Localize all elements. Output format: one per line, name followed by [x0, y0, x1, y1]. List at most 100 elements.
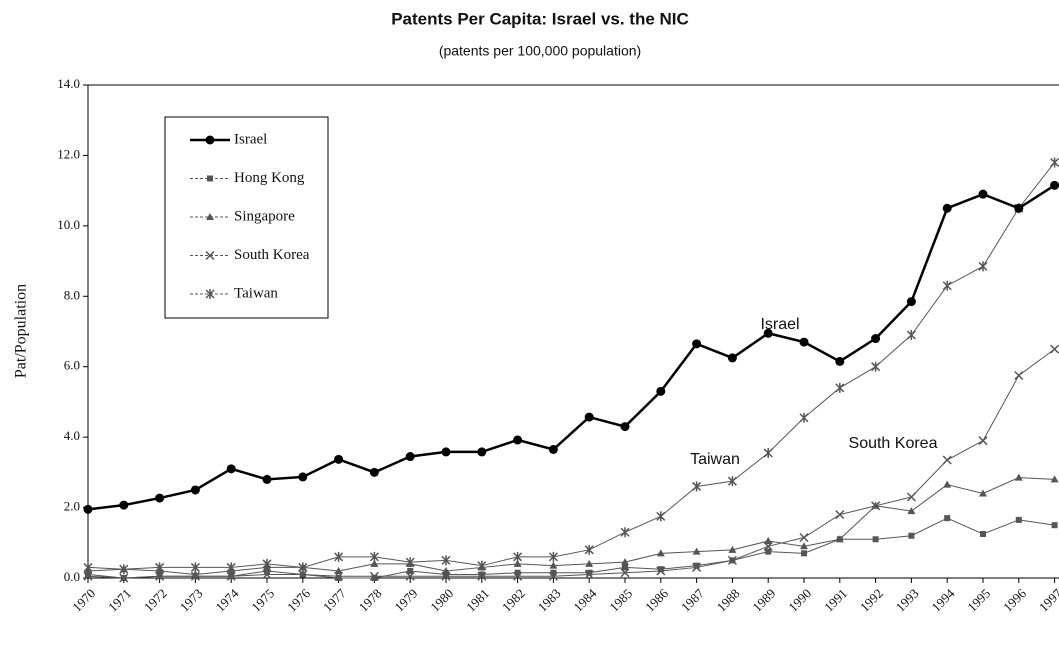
x-tick-label: 1981 [463, 586, 492, 615]
marker [944, 515, 951, 522]
marker [980, 530, 986, 537]
marker [942, 455, 952, 465]
marker [228, 573, 235, 580]
x-tick-label: 1982 [499, 586, 528, 615]
chart-title: Patents Per Capita: Israel vs. the NIC [391, 9, 689, 28]
marker [801, 550, 807, 557]
marker [550, 569, 557, 576]
marker [262, 474, 272, 484]
x-tick-label: 1986 [642, 585, 671, 614]
marker [441, 555, 451, 566]
x-tick-label: 1996 [1000, 585, 1029, 614]
marker [155, 493, 165, 503]
marker [334, 551, 344, 562]
marker [264, 567, 270, 574]
x-tick-label: 1989 [749, 586, 778, 615]
x-tick-label: 1972 [141, 586, 170, 615]
annotation: Taiwan [690, 451, 740, 468]
marker [692, 339, 702, 349]
marker [549, 561, 558, 569]
x-tick-label: 1994 [928, 585, 957, 614]
marker [205, 289, 215, 299]
marker [622, 564, 628, 571]
marker [871, 334, 881, 344]
x-tick-label: 1984 [570, 585, 599, 614]
x-tick-label: 1980 [427, 586, 456, 615]
marker [1050, 344, 1059, 354]
x-tick-label: 1973 [177, 586, 206, 615]
marker [477, 563, 486, 571]
marker [729, 557, 736, 564]
marker [205, 135, 215, 145]
marker [227, 566, 236, 574]
marker [190, 485, 200, 495]
marker [835, 356, 845, 366]
y-tick-label: 6.0 [64, 358, 80, 373]
x-tick-label: 1975 [248, 586, 277, 615]
x-tick-label: 1987 [678, 585, 707, 614]
marker [370, 559, 379, 567]
marker [299, 571, 306, 578]
y-tick-label: 4.0 [64, 428, 80, 443]
marker [692, 481, 702, 492]
marker [908, 532, 915, 539]
marker [799, 532, 809, 543]
marker [979, 489, 987, 497]
marker [1015, 516, 1022, 523]
y-tick-label: 10.0 [57, 217, 80, 232]
x-tick-label: 1992 [857, 586, 886, 615]
marker [1014, 370, 1024, 381]
x-tick-label: 1988 [714, 586, 743, 615]
marker [978, 189, 988, 199]
marker [978, 436, 988, 446]
y-axis-label: Pat/Population [13, 284, 30, 378]
marker [584, 544, 594, 555]
marker [656, 549, 665, 557]
marker [586, 569, 593, 576]
series-line [87, 477, 1055, 575]
marker [728, 545, 737, 553]
marker [156, 573, 163, 580]
x-tick-label: 1995 [964, 586, 993, 615]
x-tick-label: 1971 [105, 586, 134, 615]
marker [763, 328, 773, 338]
marker [656, 386, 666, 396]
marker [477, 447, 487, 457]
chart-subtitle: (patents per 100,000 population) [439, 43, 641, 59]
series-line [87, 162, 1055, 570]
marker [585, 559, 594, 567]
marker [548, 444, 558, 454]
marker [656, 511, 666, 522]
series-line [87, 184, 1056, 511]
marker [763, 447, 773, 458]
x-tick-label: 1993 [893, 586, 922, 615]
marker [906, 297, 916, 307]
marker [514, 569, 521, 576]
x-tick-label: 1985 [606, 586, 635, 615]
marker [207, 175, 213, 182]
marker [800, 542, 808, 550]
marker [764, 537, 773, 545]
marker [120, 575, 127, 581]
marker [657, 566, 664, 573]
marker [871, 501, 880, 509]
marker [406, 559, 415, 567]
marker [334, 454, 344, 464]
x-tick-label: 1991 [821, 586, 850, 615]
legend-label: Taiwan [234, 285, 278, 301]
marker [371, 575, 378, 581]
x-tick-label: 1977 [320, 585, 349, 614]
y-tick-label: 0.0 [64, 569, 80, 584]
marker [155, 566, 164, 574]
marker [620, 527, 630, 538]
marker [441, 447, 451, 457]
marker [513, 559, 522, 567]
marker [206, 213, 214, 220]
x-tick-label: 1979 [391, 586, 420, 615]
x-tick-label: 1978 [356, 586, 385, 615]
marker [942, 203, 952, 213]
marker [692, 547, 701, 555]
marker [192, 573, 199, 580]
series-line [87, 517, 1055, 579]
y-tick-label: 2.0 [64, 499, 80, 514]
